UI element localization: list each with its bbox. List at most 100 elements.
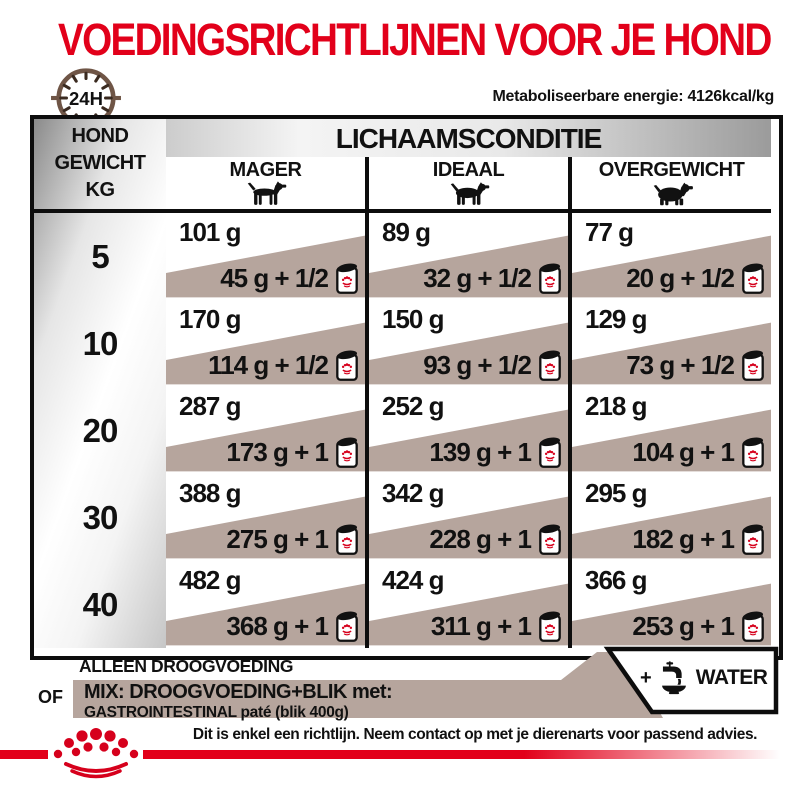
weight-column-header: HOND GEWICHT KG (34, 123, 166, 204)
column-label: IDEAAL (432, 159, 505, 181)
dry-amount: 388 g (179, 478, 241, 508)
feeding-cell: 295 g 182 g + 1 (568, 474, 771, 561)
plus-sign: + (640, 666, 652, 689)
weight-value: 40 (82, 585, 119, 623)
weight-value: 5 (91, 237, 109, 275)
mix-line1: MIX: DROOGVOEDING+BLIK met: (84, 681, 393, 703)
mix-amount: 73 g + 1/2 (626, 349, 735, 380)
mix-row: 114 g + 1/2 (208, 348, 359, 382)
weight-cell: 40 (34, 561, 166, 648)
column-header-ideaal: IDEAAL (365, 157, 568, 209)
mix-row: 368 g + 1 (226, 609, 359, 643)
mix-line2: GASTROINTESTINAL paté (blik 400g) (84, 704, 349, 721)
weight-column-background (34, 119, 166, 648)
mix-amount: 228 g + 1 (429, 523, 532, 554)
mix-amount: 173 g + 1 (226, 436, 329, 467)
mix-amount: 32 g + 1/2 (423, 262, 532, 293)
dry-amount: 218 g (585, 391, 647, 421)
can-icon (539, 524, 561, 555)
feeding-cell: 287 g 173 g + 1 (166, 387, 365, 474)
can-icon (742, 263, 764, 294)
water-content: + WATER (640, 660, 768, 696)
energy-note: Metaboliseerbare energie: 4126kcal/kg (492, 88, 775, 105)
page-title: VOEDINGSRICHTLIJNEN VOOR JE HOND (0, 14, 800, 66)
page-title-text: VOEDINGSRICHTLIJNEN VOOR JE HOND (58, 14, 772, 65)
can-icon (336, 437, 358, 468)
header-separator-line (34, 209, 771, 213)
dry-only-label: ALLEEN DROOGVOEDING (79, 656, 294, 676)
mix-amount: 311 g + 1 (430, 610, 532, 641)
body-condition-title: LICHAAMSCONDITIE (335, 123, 603, 154)
can-icon (742, 437, 764, 468)
dog-thin-icon (247, 181, 286, 205)
dry-amount: 170 g (179, 304, 241, 334)
dry-amount: 89 g (382, 217, 431, 247)
mix-row: 228 g + 1 (429, 522, 562, 556)
dry-amount: 482 g (179, 565, 241, 595)
mix-row: 32 g + 1/2 (423, 261, 562, 295)
table-row: 40 482 g 368 g + 1 (34, 561, 771, 648)
feeding-cell: 388 g 275 g + 1 (166, 474, 365, 561)
mix-row: 73 g + 1/2 (626, 348, 765, 382)
feeding-cell: 150 g 93 g + 1/2 (365, 300, 568, 387)
feeding-cell: 129 g 73 g + 1/2 (568, 300, 771, 387)
can-icon (336, 524, 358, 555)
weight-header-line1: HOND (71, 125, 129, 147)
weight-header-line3: KG (85, 179, 116, 201)
feeding-table: HOND GEWICHT KG LICHAAMSCONDITIE MAGER (30, 115, 783, 660)
weight-rows: 5 101 g 45 g + 1/2 (34, 213, 771, 648)
crown-logo (53, 728, 139, 779)
dry-amount: 150 g (382, 304, 444, 334)
footer-bar-main (143, 750, 800, 759)
dry-amount: 295 g (585, 478, 647, 508)
weight-cell: 5 (34, 213, 166, 300)
mix-amount: 93 g + 1/2 (423, 349, 532, 380)
feeding-cell: 366 g 253 g + 1 (568, 561, 771, 648)
dry-amount: 366 g (585, 565, 647, 595)
can-icon (539, 611, 561, 642)
feeding-cell: 170 g 114 g + 1/2 (166, 300, 365, 387)
table-row: 30 388 g 275 g + 1 (34, 474, 771, 561)
can-icon (539, 437, 561, 468)
weight-cell: 10 (34, 300, 166, 387)
mix-row: 311 g + 1 (431, 609, 562, 643)
dry-amount: 101 g (179, 217, 241, 247)
table-row: 20 287 g 173 g + 1 (34, 387, 771, 474)
dry-amount: 287 g (179, 391, 241, 421)
can-icon (742, 611, 764, 642)
feeding-cell: 252 g 139 g + 1 (365, 387, 568, 474)
mix-row: 253 g + 1 (632, 609, 765, 643)
water-label: WATER (695, 666, 768, 689)
feeding-cell: 101 g 45 g + 1/2 (166, 213, 365, 300)
dog-normal-icon (450, 182, 489, 205)
mix-amount: 114 g + 1/2 (208, 349, 329, 380)
mix-row: 173 g + 1 (226, 435, 359, 469)
mix-row: 20 g + 1/2 (626, 261, 765, 295)
mix-row: 182 g + 1 (632, 522, 765, 556)
disclaimer-text: Dit is enkel een richtlijn. Neem contact… (192, 726, 758, 743)
feeding-cell: 482 g 368 g + 1 (166, 561, 365, 648)
weight-value: 20 (82, 411, 119, 449)
footer-bar-left (0, 750, 48, 759)
dry-amount: 424 g (382, 565, 444, 595)
column-header-overgewicht: OVERGEWICHT (568, 157, 771, 209)
body-condition-header: LICHAAMSCONDITIE (166, 119, 771, 157)
mix-row: 275 g + 1 (226, 522, 359, 556)
can-icon (742, 524, 764, 555)
column-label: OVERGEWICHT (598, 159, 745, 181)
mix-row: 45 g + 1/2 (220, 261, 359, 295)
weight-value: 10 (82, 324, 119, 362)
dry-amount: 77 g (585, 217, 634, 247)
mix-description: MIX: DROOGVOEDING+BLIK met: GASTROINTEST… (84, 681, 393, 722)
table-row: 10 170 g 114 g + 1/2 (34, 300, 771, 387)
dry-amount: 252 g (382, 391, 444, 421)
weight-cell: 20 (34, 387, 166, 474)
can-icon (742, 350, 764, 381)
water-box (603, 646, 779, 715)
mix-amount: 45 g + 1/2 (220, 262, 329, 293)
feeding-cell: 342 g 228 g + 1 (365, 474, 568, 561)
feeding-cell: 77 g 20 g + 1/2 (568, 213, 771, 300)
or-label: OF (38, 687, 63, 707)
mix-amount: 275 g + 1 (226, 523, 329, 554)
